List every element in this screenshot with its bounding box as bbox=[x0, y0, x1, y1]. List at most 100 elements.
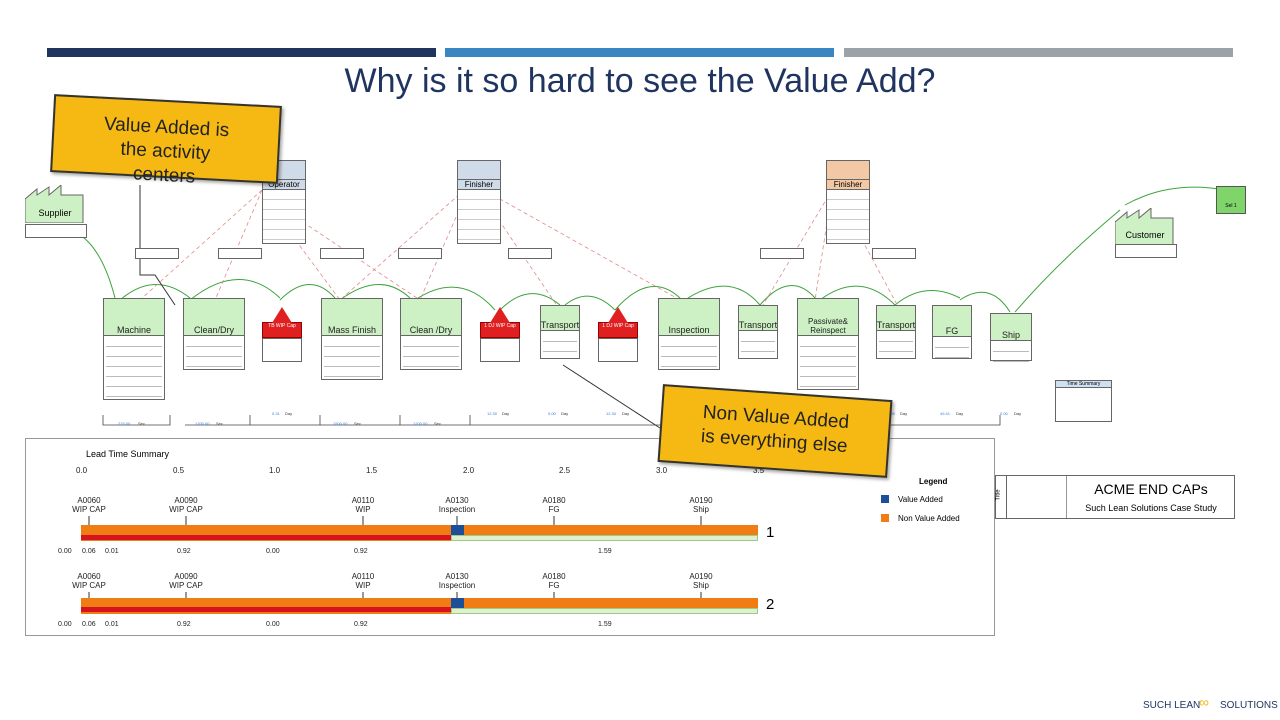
timeline-value: 0.00 bbox=[1000, 411, 1008, 416]
timeline-value: 0.31 bbox=[272, 411, 280, 416]
process-ship: Ship bbox=[990, 313, 1032, 362]
supplier-table bbox=[25, 224, 87, 238]
axis-tick: 0.5 bbox=[173, 466, 185, 475]
timeline-value: 1200.00 bbox=[413, 421, 428, 426]
customer-factory-icon bbox=[1114, 206, 1175, 247]
timeline-value: 1200.00 bbox=[195, 421, 210, 426]
finisher-box-2: Finisher bbox=[826, 160, 870, 244]
segment-value: 0.00 bbox=[58, 621, 72, 628]
axis-tick: 1.0 bbox=[269, 466, 281, 475]
process-clean-dry-2: Clean /Dry bbox=[400, 298, 462, 370]
timeline-unit: Day bbox=[285, 411, 293, 416]
transport-label: Transport bbox=[738, 320, 778, 330]
non-value-bar bbox=[464, 525, 758, 535]
resource-tag bbox=[135, 248, 179, 259]
process-label: Machine bbox=[116, 325, 152, 335]
segment-value: 0.06 bbox=[82, 548, 96, 555]
timeline-unit: Day bbox=[956, 411, 964, 416]
wip-bar bbox=[81, 535, 451, 540]
lead-time-title: Lead Time Summary bbox=[86, 449, 170, 459]
wip-cap-3: 1 DJ WIP Cap bbox=[598, 307, 638, 338]
marker-arrows bbox=[88, 516, 702, 598]
axis-tick: 3.5 bbox=[753, 466, 765, 475]
transport-label: Transport bbox=[540, 320, 580, 330]
marker-code: A0190 bbox=[689, 572, 713, 581]
title-block-side-label: Title bbox=[995, 489, 1002, 501]
timeline-unit: Sec bbox=[354, 421, 361, 426]
wip-bar bbox=[81, 607, 451, 612]
legend-label: Value Added bbox=[898, 495, 943, 504]
marker-name: WIP CAP bbox=[169, 581, 203, 590]
wip-table-1 bbox=[262, 338, 302, 362]
marker-name: Ship bbox=[692, 505, 709, 514]
marker-name: WIP CAP bbox=[72, 505, 106, 514]
non-value-added-callout: Non Value Added is everything else bbox=[657, 384, 893, 478]
segment-value: 1.59 bbox=[598, 548, 612, 555]
header-bar-blue bbox=[445, 48, 834, 57]
process-inspection: Inspection bbox=[658, 298, 720, 370]
timeline-unit: Day bbox=[1014, 411, 1022, 416]
transport-2: Transport bbox=[738, 305, 778, 359]
timeline-unit: Sec bbox=[216, 421, 223, 426]
marker-code: A0090 bbox=[174, 572, 198, 581]
brand-left: SUCH LEAN bbox=[1143, 700, 1201, 711]
header-bar-gray bbox=[844, 48, 1233, 57]
title-block-side: Title bbox=[996, 476, 1007, 518]
lead-time-panel: Lead Time Summary 0.0 0.5 1.0 1.5 2.0 2.… bbox=[25, 438, 995, 636]
marker-name: FG bbox=[548, 505, 560, 514]
marker-code: A0060 bbox=[77, 496, 101, 505]
segment-value: 0.92 bbox=[177, 548, 191, 555]
legend-swatch-non-value bbox=[881, 514, 889, 522]
segment-value: 0.06 bbox=[82, 621, 96, 628]
timeline-value: 12.30 bbox=[606, 411, 617, 416]
title-block-divider bbox=[1066, 476, 1067, 518]
legend-swatch-value bbox=[881, 495, 889, 503]
timeline-unit: Sec bbox=[138, 421, 145, 426]
marker-name: Inspection bbox=[438, 505, 476, 514]
resource-tag bbox=[320, 248, 364, 259]
resource-tag bbox=[398, 248, 442, 259]
operator-label: Operator bbox=[263, 180, 305, 190]
axis-tick: 1.5 bbox=[366, 466, 378, 475]
process-mass-finish: Mass Finish bbox=[321, 298, 383, 380]
supplier-label: Supplier bbox=[38, 208, 72, 218]
marker-code: A0110 bbox=[351, 496, 375, 505]
marker-name: WIP bbox=[355, 505, 371, 514]
wip-cap-1: TB WIP Cap bbox=[262, 307, 302, 338]
segment-value: 0.00 bbox=[266, 621, 280, 628]
marker-code: A0190 bbox=[689, 496, 713, 505]
title-block-company: ACME END CAPs bbox=[1094, 481, 1208, 497]
marker-code: A0110 bbox=[351, 572, 375, 581]
marker-name: WIP CAP bbox=[72, 581, 106, 590]
resource-tag bbox=[760, 248, 804, 259]
segment-value: 0.92 bbox=[177, 621, 191, 628]
customer-table bbox=[1115, 244, 1177, 258]
marker-name: WIP CAP bbox=[169, 505, 203, 514]
resource-tag bbox=[508, 248, 552, 259]
resource-tag bbox=[218, 248, 262, 259]
segment-value: 0.00 bbox=[58, 548, 72, 555]
wip-table-2 bbox=[480, 338, 520, 362]
process-machine: Machine bbox=[103, 298, 165, 400]
timeline-value: 0.00 bbox=[548, 411, 556, 416]
value-added-callout: Value Added is the activity centers bbox=[50, 94, 282, 188]
timeline-value: 215.00 bbox=[118, 421, 131, 426]
brand-logo-icon: ∞ bbox=[1199, 694, 1209, 710]
marker-name: Ship bbox=[692, 581, 709, 590]
non-value-added-callout-text: Non Value Added is everything else bbox=[700, 401, 850, 458]
segment-value: 0.00 bbox=[266, 548, 280, 555]
legend-title: Legend bbox=[919, 477, 948, 486]
finisher-label-2: Finisher bbox=[827, 180, 869, 190]
timeline-unit: Day bbox=[622, 411, 630, 416]
axis-tick: 3.0 bbox=[656, 466, 668, 475]
transit-bar bbox=[451, 535, 758, 541]
row-label: 1 bbox=[766, 524, 775, 541]
process-label: Clean/Dry bbox=[193, 325, 234, 335]
resource-tag bbox=[872, 248, 916, 259]
segment-value: 0.92 bbox=[354, 548, 368, 555]
timeline-value: 1500.00 bbox=[333, 421, 348, 426]
timeline-value: 49.41 bbox=[940, 411, 951, 416]
wip-label: TB WIP Cap bbox=[268, 323, 296, 329]
brand-right: SOLUTIONS bbox=[1220, 700, 1278, 711]
value-added-callout-text: Value Added is the activity centers bbox=[103, 113, 230, 188]
